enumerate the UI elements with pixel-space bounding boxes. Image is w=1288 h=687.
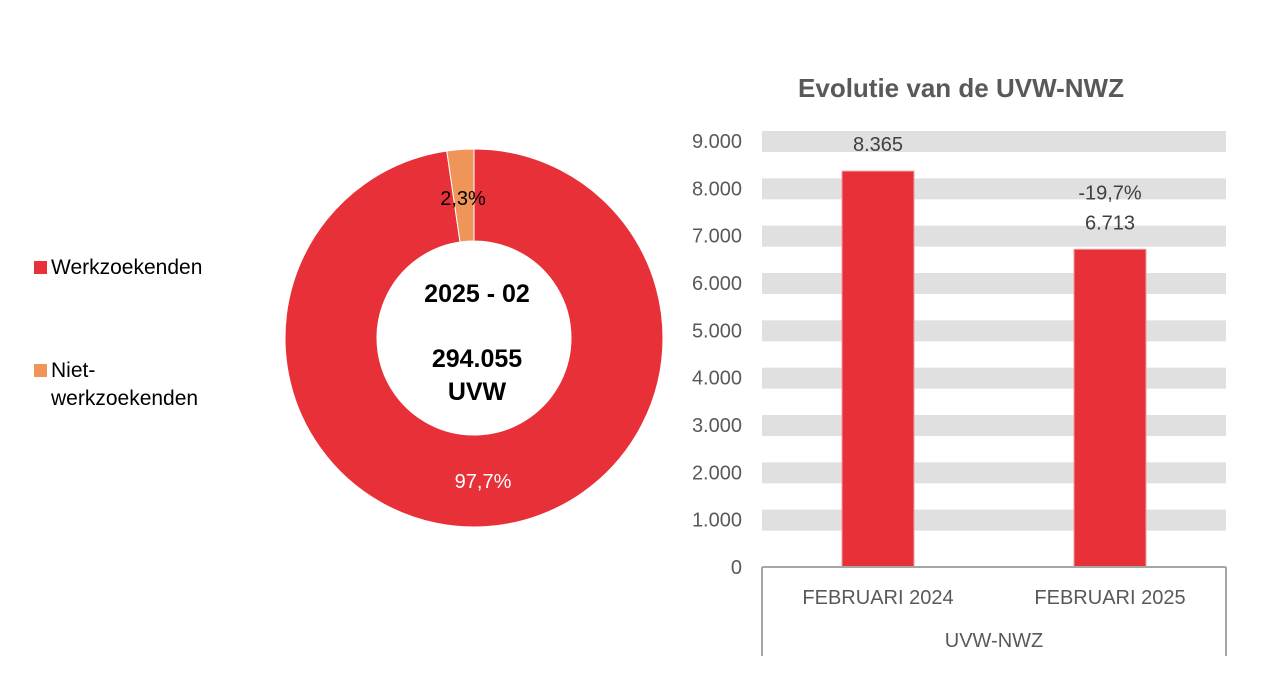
y-tick-label: 3.000: [692, 415, 742, 437]
bar-data-label-0: 8.365: [853, 134, 903, 156]
bar-data-label-1: 6.713: [1085, 212, 1135, 234]
y-tick-label: 8.000: [692, 178, 742, 200]
y-tick-label: 7.000: [692, 226, 742, 248]
gridline-bands: [762, 131, 1226, 531]
bar-1: [1073, 248, 1147, 568]
donut-chart: [284, 148, 664, 528]
y-tick-label: 2.000: [692, 462, 742, 484]
legend-label-werkzoekenden: Werkzoekenden: [51, 256, 202, 279]
y-tick-label: 5.000: [692, 320, 742, 342]
bar-0: [841, 170, 915, 568]
donut-legend: Werkzoekenden Niet- werkzoekenden: [34, 256, 202, 410]
x-axis: FEBRUARI 2024 FEBRUARI 2025 UVW-NWZ: [761, 566, 1227, 656]
donut-center-unit: UVW: [448, 378, 507, 406]
legend-swatch-werkzoekenden: [34, 261, 47, 274]
data-label-niet-werkzoekenden: 2,3%: [440, 188, 486, 210]
x-group-label: UVW-NWZ: [945, 630, 1044, 652]
donut-slice-werkzoekenden: [284, 148, 664, 528]
gridline-band-5000: [762, 320, 1226, 342]
donut-center-total: 294.055: [432, 345, 522, 373]
gridline-band-1000: [762, 509, 1226, 531]
gridline-band-9000: [762, 131, 1226, 152]
donut-slice-niet-werkzoekenden: [446, 148, 475, 243]
x-tick-label-1: FEBRUARI 2025: [1034, 587, 1185, 609]
y-axis-ticks: 0 1.000 2.000 3.000 4.000 5.000 6.000 7.000 8.00…: [692, 131, 742, 579]
legend-swatch-niet-werkzoekenden: [34, 364, 47, 377]
x-tick-label-0: FEBRUARI 2024: [802, 587, 953, 609]
legend-label-niet-line2: werkzoekenden: [50, 387, 198, 410]
gridline-band-6000: [762, 273, 1226, 294]
change-label: -19,7%: [1078, 182, 1142, 204]
gridline-band-8000: [762, 178, 1226, 200]
y-tick-label: 0: [731, 557, 742, 579]
y-tick-label: 1.000: [692, 510, 742, 532]
y-tick-label: 9.000: [692, 131, 742, 153]
y-tick-label: 4.000: [692, 368, 742, 390]
gridline-band-3000: [762, 415, 1226, 436]
bars: 8.365 6.713: [841, 134, 1147, 568]
donut-center-period: 2025 - 02: [424, 280, 530, 308]
gridline-band-4000: [762, 367, 1226, 389]
legend-label-niet-line1: Niet-: [51, 359, 95, 382]
bar-chart-title: Evolutie van de UVW-NWZ: [798, 73, 1124, 103]
gridline-band-7000: [762, 225, 1226, 247]
gridline-band-2000: [762, 462, 1226, 484]
y-tick-label: 6.000: [692, 273, 742, 295]
data-label-werkzoekenden: 97,7%: [455, 471, 512, 493]
